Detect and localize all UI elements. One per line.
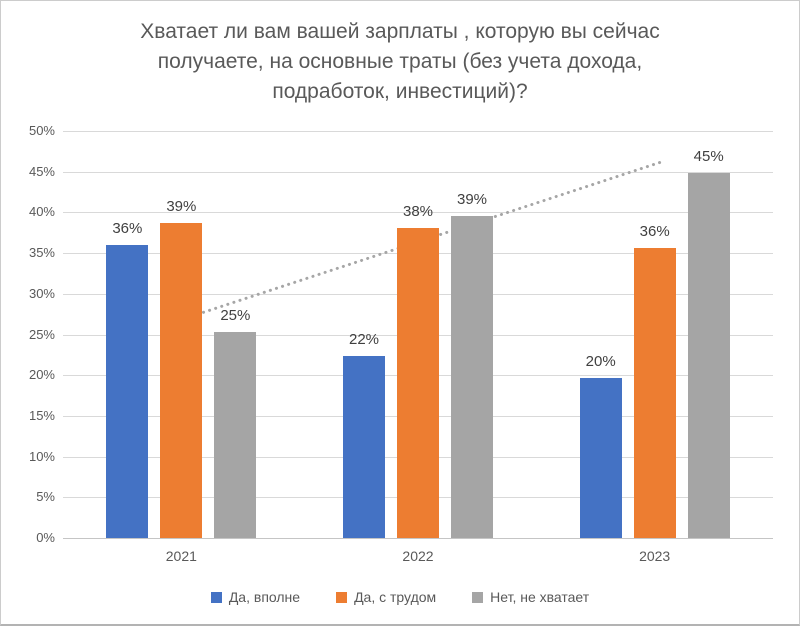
- chart-title-line-1: Хватает ли вам вашей зарплаты , которую …: [140, 20, 660, 43]
- y-tick-label: 10%: [28, 448, 55, 464]
- bar-value-label: 45%: [693, 148, 724, 166]
- bar-2022-series-1: [397, 227, 439, 538]
- plot-area: 0% 5% 10% 15% 20% 25% 30% 35% 40% 45% 50% 36% 39% 25%…: [29, 123, 773, 564]
- legend-swatch-blue-icon: [210, 591, 222, 603]
- y-tick-label: 25%: [28, 326, 55, 342]
- y-tick-label: 50%: [28, 123, 55, 138]
- legend-label: Нет, не хватает: [490, 589, 590, 605]
- x-category-label: 2023: [639, 548, 671, 564]
- legend-label: Да, вполне: [228, 589, 301, 605]
- bar-2022-series-2: [451, 216, 493, 538]
- legend: Да, вполне Да, с трудом Нет, не хватает: [1, 589, 799, 605]
- legend-swatch-orange-icon: [336, 591, 348, 603]
- bar-value-label: 22%: [348, 330, 380, 348]
- bar-group-2021: 36% 39% 25% 2021: [106, 131, 257, 564]
- bar-value-label: 39%: [456, 191, 488, 209]
- y-tick-label: 40%: [28, 204, 55, 220]
- y-tick-label: 15%: [28, 407, 55, 423]
- y-tick-label: 5%: [36, 489, 55, 505]
- bar-value-label: 25%: [220, 307, 251, 325]
- y-tick-label: 35%: [28, 245, 55, 261]
- bar-2021-series-2: [214, 332, 257, 538]
- bar-value-label: 36%: [112, 219, 143, 237]
- legend-item-da-s-trudom: Да, с трудом: [336, 589, 436, 605]
- bar-value-label: 36%: [639, 223, 670, 241]
- chart-title: Хватает ли вам вашей зарплаты , которую …: [1, 17, 799, 107]
- bar-value-label: 20%: [585, 353, 616, 371]
- bar-2021-series-0: [106, 244, 149, 538]
- y-tick-label: 0%: [36, 530, 55, 545]
- legend-item-da-vpolne: Да, вполне: [210, 589, 301, 605]
- bar-2023-series-2: [687, 173, 730, 538]
- bar-group-2023: 20% 36% 45% 2023: [579, 131, 730, 564]
- bar-value-label: 39%: [166, 197, 197, 215]
- y-tick-label: 20%: [28, 367, 55, 383]
- gridline: [63, 171, 773, 173]
- bar-2023-series-0: [579, 378, 622, 538]
- chart-title-line-2: получаете, на основные траты (без учета …: [157, 50, 643, 73]
- bar-2021-series-1: [160, 222, 203, 538]
- x-category-label: 2021: [165, 548, 197, 564]
- gridline: [63, 538, 773, 539]
- chart-title-line-3: подработок, инвестиций)?: [272, 80, 528, 103]
- y-tick-label: 45%: [28, 163, 55, 179]
- legend-item-net-ne-khvataet: Нет, не хватает: [472, 589, 589, 605]
- bar-value-label: 38%: [402, 202, 434, 220]
- bar-2022-series-0: [343, 355, 385, 538]
- gridline: [63, 131, 773, 132]
- legend-label: Да, с трудом: [354, 589, 437, 605]
- legend-swatch-gray-icon: [472, 591, 484, 603]
- gridline: [63, 212, 773, 214]
- x-category-label: 2022: [402, 548, 434, 564]
- y-tick-label: 30%: [28, 285, 55, 301]
- bar-group-2022: 22% 38% 39% 2022: [343, 131, 493, 564]
- bar-2023-series-1: [633, 248, 676, 538]
